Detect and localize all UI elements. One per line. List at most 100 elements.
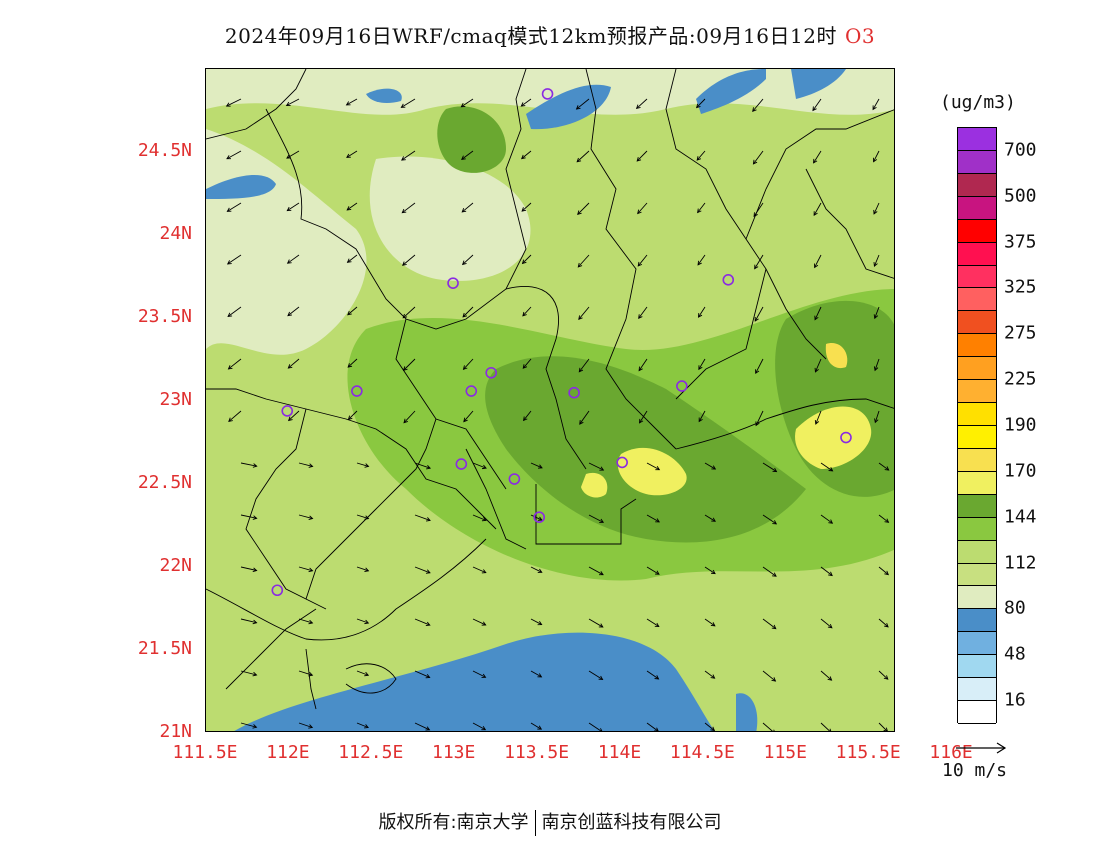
station-marker [840, 431, 852, 444]
latitude-tick-label: 24N [159, 223, 192, 244]
wind-arrow [755, 410, 764, 427]
wind-arrow [814, 254, 822, 269]
wind-arrow [226, 254, 242, 265]
field-peak-central [617, 447, 687, 496]
wind-arrow [285, 98, 300, 107]
color-legend [957, 127, 997, 724]
legend-swatch [958, 517, 996, 541]
wind-arrow [696, 150, 706, 161]
wind-arrow [402, 254, 416, 266]
wind-arrow [460, 98, 474, 108]
pollutant-label: O3 [844, 24, 876, 48]
field-peak-west [581, 472, 608, 498]
chart-title: 2024年09月16日WRF/cmaq模式12km预报产品:09月16日12时 O… [0, 20, 1100, 49]
wind-arrow [356, 566, 370, 572]
wind-arrow [472, 514, 487, 522]
wind-arrow [588, 514, 605, 523]
wind-arrow [704, 514, 717, 522]
legend-tick-label: 16 [1004, 689, 1026, 711]
station-marker [485, 366, 497, 379]
station-marker [533, 511, 546, 524]
wind-arrow [878, 514, 890, 523]
wind-arrow [356, 670, 370, 677]
legend-swatch [958, 471, 996, 495]
sea-zone-southeast [736, 693, 758, 731]
reference-vector-label: 10 m/s [942, 760, 1008, 781]
water-north-1 [366, 88, 402, 103]
wind-arrow [588, 722, 603, 731]
legend-swatch [958, 242, 996, 266]
wind-arrow [356, 462, 370, 468]
wind-arrow [873, 358, 880, 372]
wind-arrow [530, 566, 543, 573]
monitoring-stations [271, 88, 852, 597]
wind-arrow [753, 202, 764, 218]
wind-arrow [762, 514, 778, 525]
wind-arrow [414, 618, 431, 626]
wind-arrow [461, 150, 474, 160]
latitude-tick-label: 23N [159, 389, 192, 410]
wind-arrow [347, 410, 358, 421]
wind-arrow [356, 514, 370, 520]
wind-arrow [402, 306, 416, 319]
station-marker [351, 385, 363, 397]
wind-arrow [401, 202, 416, 214]
wind-arrow [287, 306, 300, 317]
wind-arrow [762, 462, 778, 473]
admin-border-line [675, 398, 894, 450]
legend-swatch [958, 150, 996, 174]
legend-swatch [958, 403, 996, 426]
wind-arrow [813, 150, 822, 164]
admin-border-line [206, 69, 307, 140]
legend-swatch [958, 219, 996, 243]
legend-swatch [958, 173, 996, 197]
wind-arrow [400, 98, 416, 108]
longitude-tick-label: 113.5E [504, 742, 570, 763]
wind-arrow [646, 618, 660, 628]
wind-arrow [578, 358, 590, 373]
wind-arrow [588, 462, 605, 471]
wind-arrow [698, 410, 706, 423]
wind-arrow [463, 410, 474, 423]
copyright-company: 南京创蓝科技有限公司 [541, 812, 722, 833]
station-marker [508, 473, 521, 485]
legend-swatch [958, 311, 996, 335]
admin-border-line [665, 69, 827, 360]
wind-arrow [472, 670, 487, 678]
wind-arrow [414, 566, 431, 574]
wind-arrow [697, 254, 706, 266]
wind-arrow [704, 566, 716, 575]
station-marker [447, 277, 459, 289]
wind-arrow [520, 98, 532, 107]
wind-arrow [874, 410, 880, 424]
wind-arrow [523, 410, 532, 422]
station-marker [541, 88, 554, 100]
legend-tick-label: 170 [1004, 460, 1037, 482]
map-panel[interactable] [205, 68, 895, 732]
station-marker [616, 456, 628, 469]
wind-vectors [225, 98, 890, 731]
concentration-field [206, 69, 894, 731]
legend-swatch [958, 494, 996, 518]
wind-arrow [762, 566, 777, 577]
title-text: 2024年09月16日WRF/cmaq模式12km预报产品:09月16日12时 [224, 24, 837, 48]
wind-arrow [637, 202, 648, 215]
legend-swatch [958, 632, 996, 656]
wind-arrow [588, 566, 604, 576]
legend-swatch [958, 609, 996, 633]
wind-arrow [873, 202, 880, 215]
admin-border-line [465, 448, 527, 550]
wind-arrow [226, 150, 242, 160]
longitude-tick-label: 112E [266, 742, 310, 763]
wind-arrow [820, 566, 833, 577]
admin-borders [206, 69, 894, 710]
legend-tick-label: 112 [1004, 552, 1037, 574]
concentration-map [206, 69, 894, 731]
wind-arrow [403, 410, 416, 424]
legend-swatch [958, 288, 996, 312]
wind-arrow [530, 514, 543, 521]
wind-arrow [530, 462, 543, 469]
station-marker [722, 274, 735, 286]
legend-tick-label: 80 [1004, 597, 1026, 619]
wind-arrow [287, 410, 300, 422]
